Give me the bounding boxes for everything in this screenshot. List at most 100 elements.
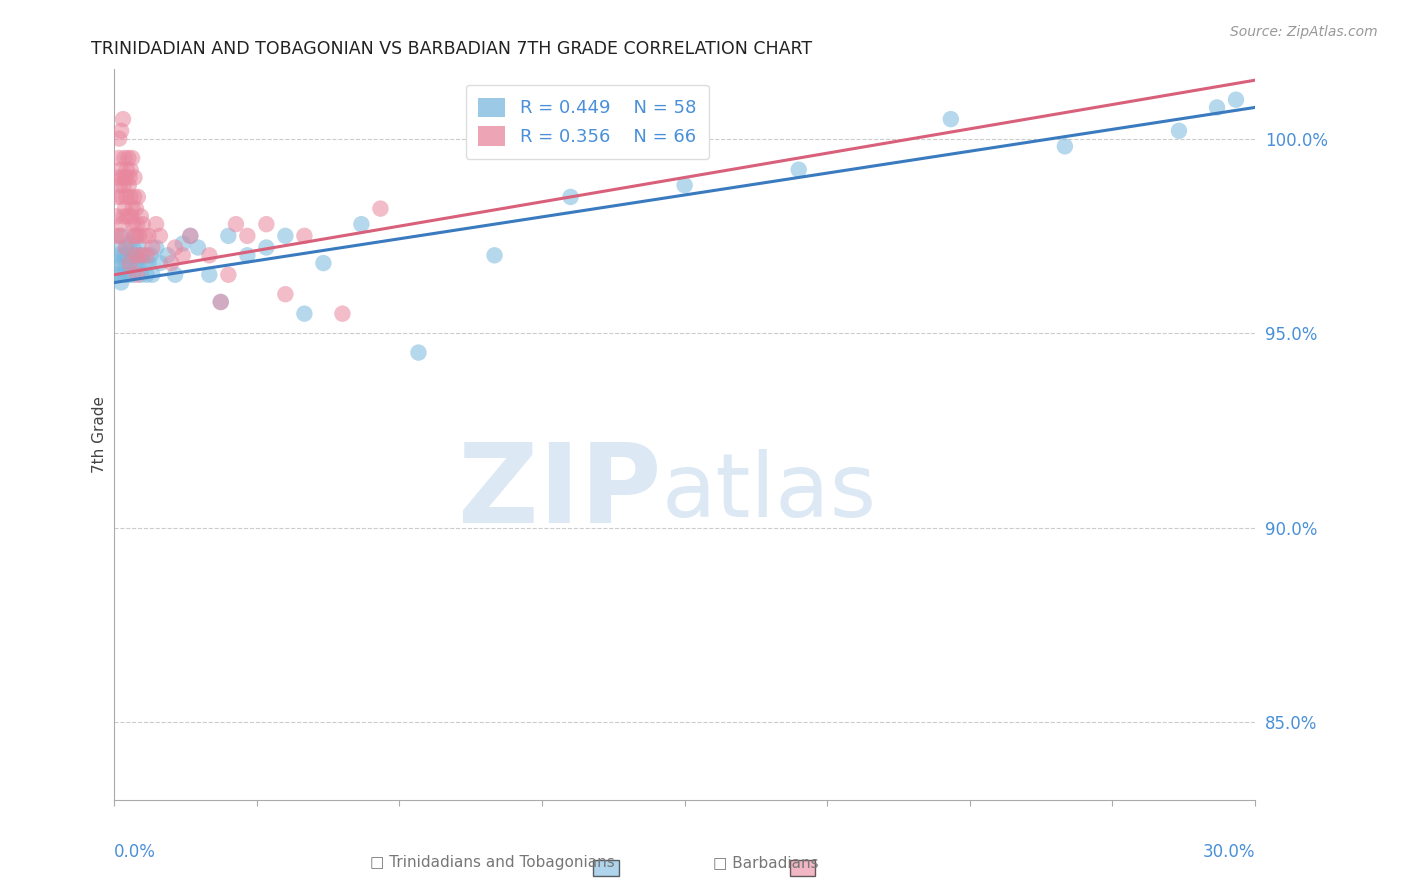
Point xyxy=(484,248,506,262)
Point xyxy=(408,345,430,359)
Point xyxy=(108,240,131,254)
Point xyxy=(108,151,131,165)
Point xyxy=(209,295,232,310)
Point xyxy=(787,162,810,177)
Point xyxy=(118,268,141,282)
Point xyxy=(108,268,131,282)
Point xyxy=(111,256,134,270)
Point xyxy=(118,170,141,185)
Point xyxy=(122,248,145,262)
Point xyxy=(254,217,277,231)
Point xyxy=(1225,93,1247,107)
Point xyxy=(110,162,132,177)
Point xyxy=(105,228,128,243)
Point xyxy=(673,178,696,193)
Point xyxy=(124,170,146,185)
Point xyxy=(110,124,132,138)
Text: ZIP: ZIP xyxy=(458,440,662,546)
Text: Source: ZipAtlas.com: Source: ZipAtlas.com xyxy=(1230,25,1378,39)
Point xyxy=(125,248,148,262)
Point xyxy=(120,162,142,177)
Point xyxy=(111,228,134,243)
Point xyxy=(108,178,131,193)
Point xyxy=(125,202,148,216)
Point xyxy=(1168,124,1191,138)
Text: 30.0%: 30.0% xyxy=(1202,843,1256,861)
Text: □ Trinidadians and Tobagonians: □ Trinidadians and Tobagonians xyxy=(370,855,614,870)
Point xyxy=(121,202,143,216)
Point xyxy=(350,217,373,231)
Point xyxy=(149,228,172,243)
Point xyxy=(127,217,149,231)
Point xyxy=(254,240,277,254)
Point xyxy=(135,268,157,282)
Point xyxy=(111,170,134,185)
Point xyxy=(117,210,139,224)
Point xyxy=(1053,139,1076,153)
Point xyxy=(134,256,156,270)
Point xyxy=(132,217,155,231)
Point xyxy=(118,256,141,270)
Point xyxy=(129,268,152,282)
Point xyxy=(292,307,315,321)
Text: atlas: atlas xyxy=(662,450,877,536)
Point xyxy=(217,228,239,243)
Point xyxy=(179,228,201,243)
Point xyxy=(114,256,136,270)
Point xyxy=(121,268,143,282)
Point xyxy=(114,170,136,185)
Point xyxy=(370,202,392,216)
Point xyxy=(114,202,136,216)
Point xyxy=(111,217,134,231)
Point xyxy=(127,256,149,270)
Point xyxy=(160,256,183,270)
Point xyxy=(129,248,152,262)
Y-axis label: 7th Grade: 7th Grade xyxy=(93,396,107,473)
Point xyxy=(105,268,128,282)
Point xyxy=(141,268,163,282)
Point xyxy=(292,228,315,243)
Point xyxy=(127,190,149,204)
Point xyxy=(145,217,167,231)
Point xyxy=(172,248,194,262)
Point xyxy=(236,228,259,243)
Point xyxy=(105,190,128,204)
Point xyxy=(132,248,155,262)
Point xyxy=(122,190,145,204)
Point xyxy=(115,162,138,177)
Point xyxy=(187,240,209,254)
Point xyxy=(165,240,187,254)
Point xyxy=(139,248,162,262)
Point xyxy=(198,268,221,282)
Point xyxy=(312,256,335,270)
Point xyxy=(120,248,142,262)
Point xyxy=(105,256,128,270)
Point xyxy=(107,248,129,262)
Point xyxy=(115,240,138,254)
Legend: R = 0.449    N = 58, R = 0.356    N = 66: R = 0.449 N = 58, R = 0.356 N = 66 xyxy=(465,85,709,159)
Point xyxy=(108,228,131,243)
Text: 0.0%: 0.0% xyxy=(114,843,156,861)
Point xyxy=(1206,100,1229,114)
Point xyxy=(122,228,145,243)
Point xyxy=(134,228,156,243)
Point xyxy=(121,151,143,165)
Point xyxy=(107,170,129,185)
Point xyxy=(112,178,135,193)
Point xyxy=(172,236,194,251)
Point xyxy=(156,248,179,262)
Point xyxy=(236,248,259,262)
Point xyxy=(120,210,142,224)
Point xyxy=(165,268,187,282)
Point xyxy=(198,248,221,262)
Point xyxy=(138,256,160,270)
Point xyxy=(105,210,128,224)
Point xyxy=(179,228,201,243)
Point xyxy=(120,256,142,270)
Point xyxy=(125,228,148,243)
Point xyxy=(117,248,139,262)
Point xyxy=(122,217,145,231)
Point xyxy=(939,112,962,127)
Point xyxy=(117,151,139,165)
Point xyxy=(114,151,136,165)
